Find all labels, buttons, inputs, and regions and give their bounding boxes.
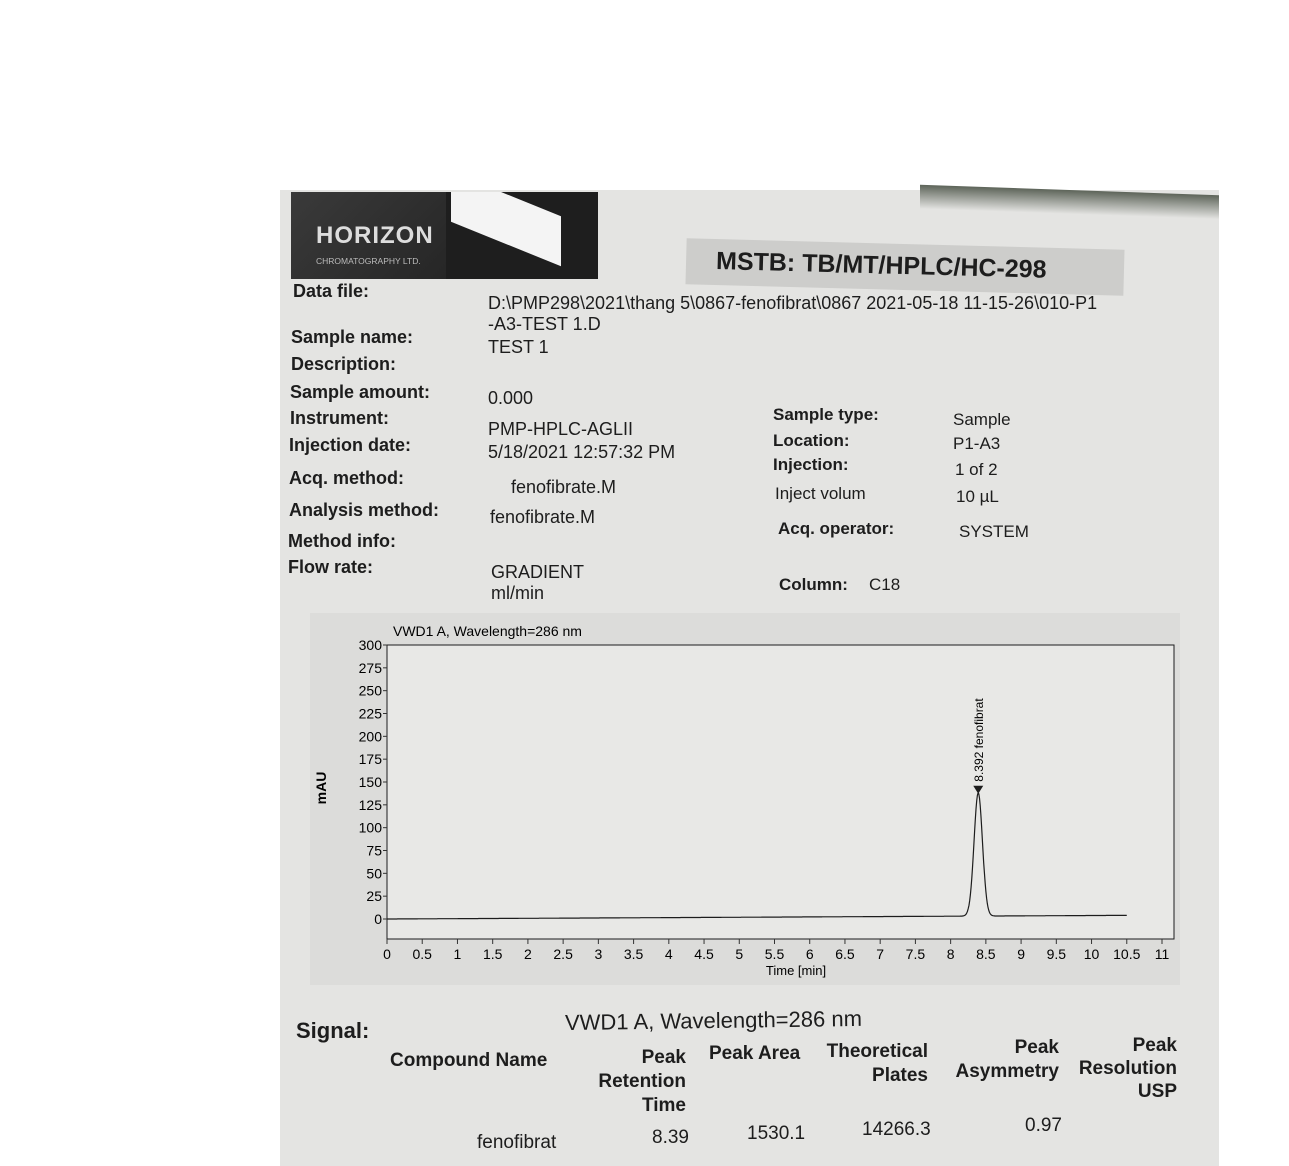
location-label: Location: (773, 431, 850, 450)
x-tick-label: 8.5 (976, 946, 996, 962)
y-tick-label: 50 (366, 865, 382, 881)
flow-rate-value: GRADIENT (491, 562, 585, 582)
signal-label: Signal: (296, 1018, 370, 1043)
x-tick-label: 0 (383, 946, 391, 962)
sample-type-label: Sample type: (773, 405, 879, 424)
x-tick-label: 9.5 (1047, 946, 1067, 962)
x-tick-label: 11 (1155, 946, 1170, 962)
peak-marker-icon (973, 785, 984, 794)
chromatogram: VWD1 A, Wavelength=286 nm mAU Time [min]… (310, 613, 1180, 985)
x-tick-label: 1.5 (483, 946, 503, 962)
y-tick-label: 100 (359, 820, 383, 836)
sample-amount-label: Sample amount: (290, 382, 431, 402)
x-tick-label: 8 (947, 946, 955, 962)
horizon-logo: HORIZON CHROMATOGRAPHY LTD. (291, 192, 598, 279)
header-peak-asymmetry: Peak Asymmetry (955, 1037, 1060, 1082)
y-tick-label: 275 (359, 660, 383, 676)
header-peak-area: Peak Area (709, 1043, 801, 1064)
x-tick-label: 3 (594, 946, 602, 962)
y-tick-label: 300 (359, 637, 383, 653)
plot-frame (386, 644, 1175, 940)
header-peak-resolution: Peak Resolution USP (1078, 1035, 1177, 1102)
y-tick-label: 150 (359, 774, 383, 790)
inject-volume-label: Inject volum (775, 484, 866, 503)
column-label: Column: (779, 575, 848, 594)
y-tick-label: 225 (359, 706, 383, 722)
acq-method-label: Acq. method: (289, 468, 404, 488)
signal-trace (387, 791, 1127, 920)
x-axis-label: Time [min] (766, 963, 826, 978)
x-tick-label: 4 (665, 946, 673, 962)
x-tick-label: 10 (1084, 946, 1100, 962)
location-value: P1-A3 (953, 434, 1001, 453)
y-tick-label: 175 (359, 751, 383, 767)
row-compound: fenofibrat (477, 1132, 557, 1153)
injection-label: Injection: (773, 455, 849, 474)
peak-label: 8.392 fenofibrat (972, 698, 986, 782)
acq-method-value: fenofibrate.M (511, 477, 617, 497)
x-tick-label: 7 (876, 946, 884, 962)
data-file-value: D:\PMP298\2021\thang 5\0867-fenofibrat\0… (488, 293, 1098, 313)
acq-operator-value: SYSTEM (959, 522, 1029, 541)
injection-date-label: Injection date: (289, 435, 412, 455)
injection-date-value: 5/18/2021 12:57:32 PM (488, 442, 676, 462)
y-tick-label: 200 (359, 728, 383, 744)
sample-amount-value: 0.000 (488, 388, 534, 408)
doc-code: MSTB: TB/MT/HPLC/HC-298 (715, 247, 1047, 284)
y-tick-label: 125 (359, 797, 383, 813)
instrument-label: Instrument: (290, 408, 389, 428)
analysis-method-value: fenofibrate.M (490, 507, 596, 527)
logo-brand: HORIZON (316, 222, 434, 249)
x-tick-label: 2 (524, 946, 532, 962)
instrument-value: PMP-HPLC-AGLII (488, 419, 634, 439)
acq-operator-label: Acq. operator: (778, 519, 895, 538)
logo-sub: CHROMATOGRAPHY LTD. (316, 256, 421, 266)
flow-rate-unit: ml/min (491, 583, 544, 603)
y-axis-label: mAU (313, 772, 329, 805)
row-retention-time: 8.39 (652, 1127, 689, 1148)
x-tick-label: 2.5 (553, 946, 573, 962)
x-tick-label: 0.5 (412, 946, 432, 962)
data-file-label: Data file: (293, 281, 370, 301)
chart-title: VWD1 A, Wavelength=286 nm (393, 623, 582, 639)
header-retention-time: Peak Retention Time (598, 1047, 686, 1116)
x-tick-label: 10.5 (1113, 946, 1140, 962)
method-info-label: Method info: (288, 531, 396, 551)
row-peak-asymmetry: 0.97 (1025, 1115, 1062, 1136)
x-tick-label: 9 (1017, 946, 1025, 962)
sample-name-value: TEST 1 (488, 337, 549, 357)
chromatogram-svg: VWD1 A, Wavelength=286 nm mAU Time [min]… (313, 623, 1175, 978)
data-file-value-2: -A3-TEST 1.D (488, 314, 601, 334)
flow-rate-label: Flow rate: (288, 557, 374, 577)
header-compound-name: Compound Name (390, 1050, 548, 1071)
x-tick-label: 7.5 (906, 946, 926, 962)
x-tick-label: 6.5 (835, 946, 855, 962)
y-tick-label: 0 (374, 911, 382, 927)
column-value: C18 (869, 575, 901, 594)
x-tick-label: 1 (454, 946, 462, 962)
sample-type-value: Sample (953, 410, 1011, 429)
signal-value: VWD1 A, Wavelength=286 nm (564, 1005, 863, 1036)
analysis-method-label: Analysis method: (289, 500, 440, 520)
x-tick-label: 6 (806, 946, 814, 962)
sample-name-label: Sample name: (291, 327, 414, 347)
description-label: Description: (291, 354, 397, 374)
y-tick-label: 250 (359, 683, 383, 699)
x-tick-label: 5.5 (765, 946, 785, 962)
header-theoretical-plates: Theoretical Plates (826, 1041, 928, 1086)
inject-volume-value: 10 µL (956, 487, 999, 506)
x-tick-label: 3.5 (624, 946, 644, 962)
injection-value: 1 of 2 (955, 460, 998, 479)
row-theoretical-plates: 14266.3 (862, 1119, 931, 1140)
y-tick-label: 75 (366, 843, 382, 859)
row-peak-area: 1530.1 (747, 1123, 806, 1144)
x-tick-label: 5 (735, 946, 743, 962)
y-tick-label: 25 (366, 888, 382, 904)
x-tick-label: 4.5 (694, 946, 714, 962)
